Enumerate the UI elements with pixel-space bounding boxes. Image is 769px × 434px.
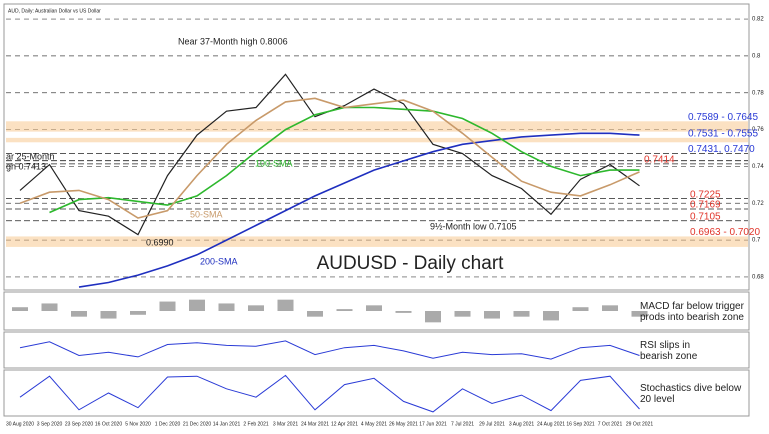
x-tick-label: 2 Feb 2021 [243,421,269,427]
level-label: 0.7105 [690,211,721,222]
annotation: 0.6990 [146,237,174,247]
bar [425,311,441,323]
bar [513,311,530,317]
y-tick-label: 0.68 [752,275,764,281]
x-tick-label: 1 Dec 2020 [155,421,181,427]
x-tick-label: 7 Oct 2021 [598,421,623,427]
series-line [19,374,640,413]
x-tick-label: 14 Jan 2021 [213,421,241,427]
series-label: 200-SMA [200,256,238,266]
bar [189,299,205,311]
x-tick-label: 21 Dec 2020 [183,421,212,427]
x-tick-label: 17 Jun 2021 [419,421,447,427]
x-tick-label: 24 Aug 2021 [537,421,565,427]
y-tick-label: 0.8 [752,53,761,59]
bar [631,311,648,317]
panel-note: RSI slips in bearish zone [640,340,698,362]
bar [454,311,471,317]
stoch-panel [3,369,750,417]
x-tick-label: 16 Oct 2020 [95,421,122,427]
bar [307,311,323,317]
x-tick-label: 30 Aug 2020 [6,421,34,427]
x-tick-label: 16 Sep 2021 [566,421,595,427]
x-tick-label: 26 May 2021 [389,421,418,427]
series-line [19,340,640,360]
bar [572,307,589,311]
bar [41,303,58,311]
bar [248,305,264,311]
bar [336,309,353,311]
series-label: 50-SMA [190,209,223,219]
bar [100,311,117,319]
x-tick-label: 4 May 2021 [361,421,387,427]
subtitle: AUD, Daily: Australian Dollar vs US Doll… [8,8,101,14]
x-tick-label: 24 Mar 2021 [301,421,329,427]
annotation: Near 37-Month high 0.8006 [178,36,288,46]
bar [366,305,382,311]
level-label: 0.7225 [690,189,721,200]
panel-note: Stochastics dive below 20 level [640,383,742,405]
level-label: 0.7169 [690,200,721,211]
y-tick-label: 0.78 [752,90,764,96]
zone [6,137,748,143]
bar [130,311,146,315]
bar [12,307,28,311]
bar [395,311,412,313]
bar [602,305,618,311]
bar [218,303,235,311]
bar [543,311,559,321]
x-tick-label: 29 Oct 2021 [626,421,653,427]
x-tick-label: 7 Jul 2021 [451,421,474,427]
level-label: 0.6963 - 0.7020 [690,227,760,238]
level-label: 0.7531 - 0.7555 [688,129,758,140]
panel-note: MACD far below trigger prods into bearish… [640,301,745,323]
level-label: 0.7589 - 0.7645 [688,112,758,123]
chart-title: AUDUSD - Daily chart [317,253,505,274]
bar [71,311,87,317]
x-tick-label: 3 Sep 2020 [37,421,63,427]
zone [6,236,748,247]
x-tick-label: 23 Sep 2020 [65,421,94,427]
level-label: 0.7414 [644,154,675,165]
rsi-panel [3,331,750,369]
series-label: 100-SMA [255,158,293,168]
level-label: 0.7431, 0.7470 [688,144,755,155]
main-panel [3,3,750,291]
y-tick-label: 0.82 [752,17,764,23]
x-tick-label: 3 Aug 2021 [509,421,535,427]
bar [277,299,294,311]
y-tick-label: 0.72 [752,201,764,207]
macd-panel [3,291,750,331]
y-tick-label: 0.7 [752,238,761,244]
annotation: 9½-Month low 0.7105 [430,221,517,231]
x-tick-label: 5 Nov 2020 [125,421,151,427]
x-tick-label: 12 Apr 2021 [331,421,358,427]
bar [159,301,176,311]
series-line [19,97,640,219]
zone [6,121,748,132]
annotation: gh 0.7413 [6,161,46,171]
y-tick-label: 0.76 [752,127,764,133]
y-tick-label: 0.74 [752,164,764,170]
x-tick-label: 29 Jul 2021 [479,421,505,427]
x-tick-label: 3 Mar 2021 [273,421,299,427]
annotation: ar 25-Month [6,151,55,161]
bar [484,311,500,319]
series-line [78,132,640,288]
